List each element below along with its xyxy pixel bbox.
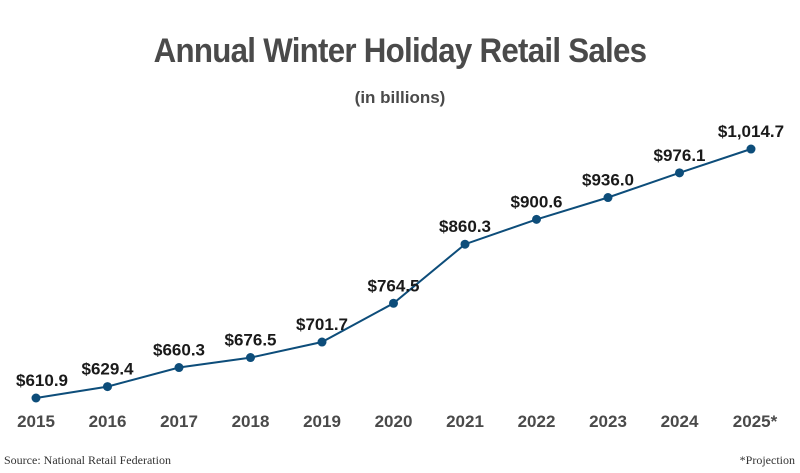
data-label: $676.5 [225, 331, 277, 350]
x-axis-label: 2019 [303, 412, 341, 431]
data-point-2024 [675, 168, 684, 178]
data-labels: $610.9 $629.4 $660.3 $676.5 $701.7 $764.5 $860… [16, 122, 784, 390]
data-point-2021 [460, 239, 470, 249]
data-point-2022 [532, 214, 541, 224]
data-label: $900.6 [511, 192, 563, 211]
data-label: $764.5 [368, 276, 420, 295]
data-label: $860.3 [439, 217, 491, 236]
data-label: $976.1 [654, 146, 706, 165]
projection-note: *Projection [739, 453, 795, 467]
x-axis-label: 2025* [733, 412, 778, 431]
data-point-2023 [603, 193, 613, 203]
x-axis-label: 2022 [518, 412, 556, 431]
data-label: $1,014.7 [718, 122, 784, 141]
x-axis-label: 2018 [232, 412, 270, 431]
chart-title: Annual Winter Holiday Retail Sales [153, 32, 647, 70]
source-note: Source: National Retail Federation [4, 453, 171, 467]
data-label: $936.0 [582, 171, 634, 190]
data-point-2025 [746, 144, 756, 154]
data-label: $701.7 [296, 315, 348, 334]
x-axis-label: 2015 [17, 412, 55, 431]
data-markers [31, 144, 756, 403]
data-point-2019 [317, 337, 327, 347]
x-axis-label: 2021 [446, 412, 484, 431]
data-label: $660.3 [153, 341, 205, 360]
x-axis-label: 2024 [661, 412, 699, 431]
x-axis-label: 2020 [375, 412, 413, 431]
x-axis-label: 2016 [89, 412, 127, 431]
series-line [35, 148, 752, 399]
data-point-2016 [103, 382, 112, 392]
x-axis-label: 2017 [160, 412, 198, 431]
data-point-2015 [31, 393, 41, 403]
data-label: $629.4 [82, 360, 135, 379]
data-point-2017 [174, 363, 184, 373]
data-point-2020 [389, 298, 398, 308]
x-axis-label: 2023 [589, 412, 627, 431]
data-label: $610.9 [16, 371, 68, 390]
data-point-2018 [246, 353, 255, 363]
x-axis-labels: 2015 2016 2017 2018 2019 2020 2021 2022 2023 2024… [17, 412, 778, 431]
chart-subtitle: (in billions) [354, 88, 446, 107]
